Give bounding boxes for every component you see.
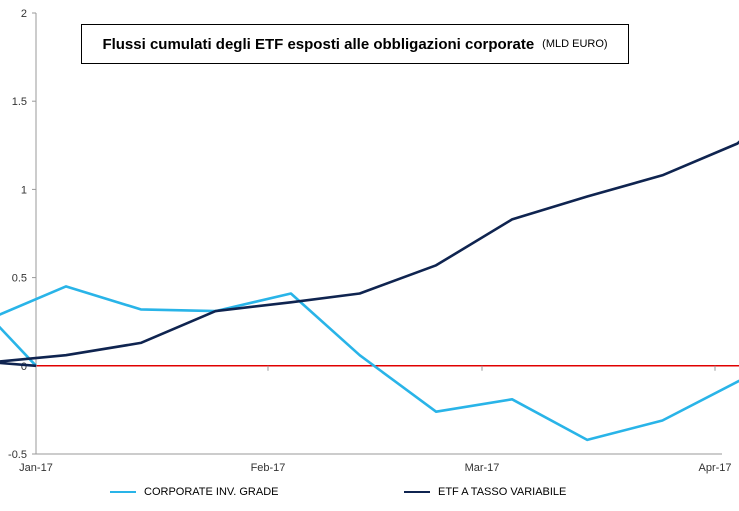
chart-unit: (MLD EURO) [542, 38, 608, 50]
x-tick-label: Apr-17 [698, 462, 731, 474]
legend-item-etf: ETF A TASSO VARIABILE [404, 483, 566, 501]
y-tick-label: -0.5 [8, 449, 27, 461]
legend-swatch-corporate [110, 491, 136, 493]
legend-swatch-etf [404, 491, 430, 493]
x-tick-label: Mar-17 [465, 462, 500, 474]
y-tick-label: 1 [21, 184, 27, 196]
chart-title-box: Flussi cumulati degli ETF esposti alle o… [81, 24, 629, 64]
legend-label-corporate: CORPORATE INV. GRADE [144, 486, 279, 498]
series-line-etf [0, 140, 739, 368]
x-tick-label: Feb-17 [251, 462, 286, 474]
legend-label-etf: ETF A TASSO VARIABILE [438, 486, 567, 498]
chart-title: Flussi cumulati degli ETF esposti alle o… [102, 35, 535, 53]
y-tick-label: 0 [21, 361, 27, 373]
y-tick-label: 0.5 [12, 273, 27, 285]
y-tick-label: 1.5 [12, 96, 27, 108]
series-line-corporate [0, 285, 739, 442]
y-tick-label: 2 [21, 8, 27, 20]
x-tick-label: Jan-17 [19, 462, 53, 474]
legend-item-corporate: CORPORATE INV. GRADE [110, 483, 278, 501]
